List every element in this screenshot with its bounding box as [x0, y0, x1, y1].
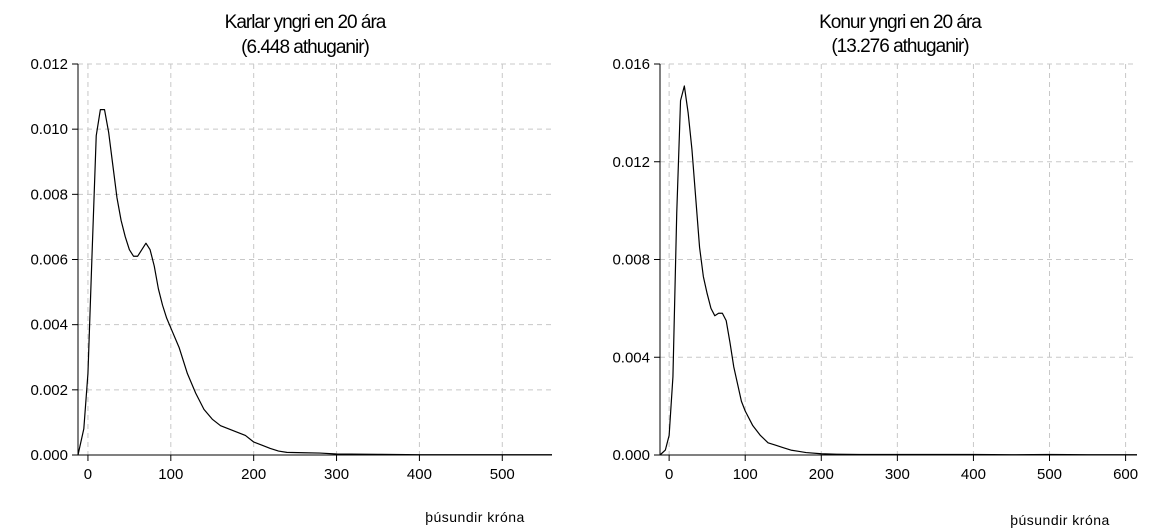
y-tick-label: 0.002: [30, 382, 68, 399]
x-tick-label: 0: [665, 466, 673, 483]
chart-title: Karlar yngri en 20 ára: [225, 12, 387, 33]
y-tick-label: 0.008: [30, 186, 68, 203]
y-tick-label: 0.012: [30, 56, 68, 73]
y-tick-label: 0.000: [612, 447, 650, 464]
chart-panel-1: Karlar yngri en 20 ára (6.448 athuganir) 0…: [30, 12, 552, 525]
y-tick-label: 0.004: [30, 317, 68, 334]
chart-title: Konur yngri en 20 ára: [819, 12, 982, 33]
y-tick-label: 0.008: [612, 252, 650, 269]
y-tick-label: 0.004: [612, 349, 650, 366]
chart-subtitle: (6.448 athuganir): [241, 37, 369, 58]
x-tick-label: 500: [490, 466, 515, 483]
density-line: [659, 85, 1137, 456]
chart-panel-2: Konur yngri en 20 ára (13.276 athuganir) 0…: [612, 12, 1138, 528]
x-axis-label: þúsundir króna: [425, 509, 525, 525]
x-tick-label: 100: [158, 466, 183, 483]
chart-subtitle: (13.276 athuganir): [831, 36, 969, 57]
x-tick-label: 300: [324, 466, 349, 483]
x-tick-label: 0: [84, 466, 92, 483]
x-tick-label: 300: [885, 466, 910, 483]
y-tick-label: 0.000: [30, 447, 68, 464]
y-tick-label: 0.010: [30, 121, 68, 138]
x-tick-label: 100: [733, 466, 758, 483]
x-tick-label: 400: [407, 466, 432, 483]
x-tick-label: 200: [241, 466, 266, 483]
y-tick-label: 0.016: [612, 56, 650, 73]
x-tick-label: 600: [1113, 466, 1138, 483]
y-tick-label: 0.006: [30, 252, 68, 269]
density-line: [77, 109, 552, 456]
x-tick-label: 400: [961, 466, 986, 483]
x-axis-label: þúsundir króna: [1010, 512, 1110, 528]
y-tick-label: 0.012: [612, 154, 650, 171]
x-tick-label: 500: [1037, 466, 1062, 483]
x-tick-label: 200: [809, 466, 834, 483]
